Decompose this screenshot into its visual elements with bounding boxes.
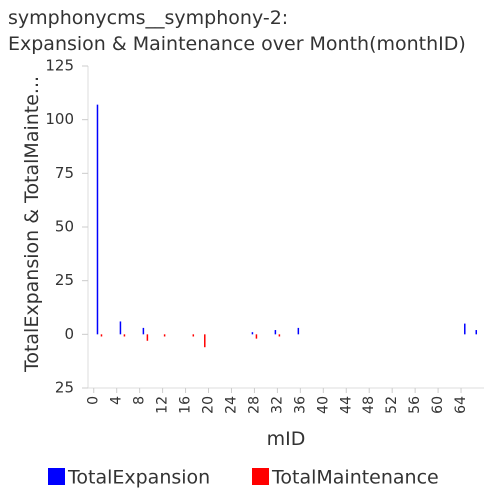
bar [146,334,149,341]
x-tick-label: 44 [338,396,354,414]
bar [475,330,478,335]
legend-swatch [48,468,65,485]
bar [192,334,195,337]
y-axis-label: TotalExpansion & TotalMainte... [21,76,43,373]
x-tick-label: 12 [155,396,171,414]
y-tick-label: 25 [55,379,74,397]
bar [142,327,145,335]
y-tick-label: 125 [45,57,74,75]
bar [255,334,258,339]
x-tick-label: 0 [86,396,102,405]
bar [464,323,466,335]
x-tick-label: 16 [178,396,194,414]
x-tick-label: 60 [430,396,446,414]
x-axis-label: mID [267,428,306,450]
y-tick-label: 50 [55,218,74,236]
x-tick-label: 48 [361,396,377,414]
legend-swatch [252,468,269,485]
x-tick-label: 40 [315,396,331,414]
legend-label: TotalMaintenance [271,467,439,489]
y-tick-label: 25 [55,271,74,289]
legend-label: TotalExpansion [67,467,210,489]
bar [297,327,300,335]
bar [96,104,99,335]
bar [251,332,254,335]
bar [204,334,206,348]
bar [119,321,122,335]
x-tick-label: 20 [201,396,217,414]
chart-title: symphonycms__symphony-2: [8,7,288,29]
x-tick-label: 56 [407,396,423,414]
x-tick-label: 24 [223,396,239,414]
bar [278,334,281,337]
bar [123,334,126,337]
x-tick-label: 32 [269,396,285,414]
x-tick-label: 64 [453,396,469,414]
x-tick-label: 28 [246,396,262,414]
y-tick-label: 75 [55,164,74,182]
bar [163,334,166,337]
bar [100,334,103,337]
x-tick-label: 8 [132,396,148,405]
y-tick-label: 100 [45,110,74,128]
bar [274,330,277,335]
x-tick-label: 52 [384,396,400,414]
x-tick-label: 4 [109,396,125,405]
y-tick-label: 0 [64,325,74,343]
chart-title: Expansion & Maintenance over Month(month… [8,33,466,55]
x-tick-label: 36 [292,396,308,414]
